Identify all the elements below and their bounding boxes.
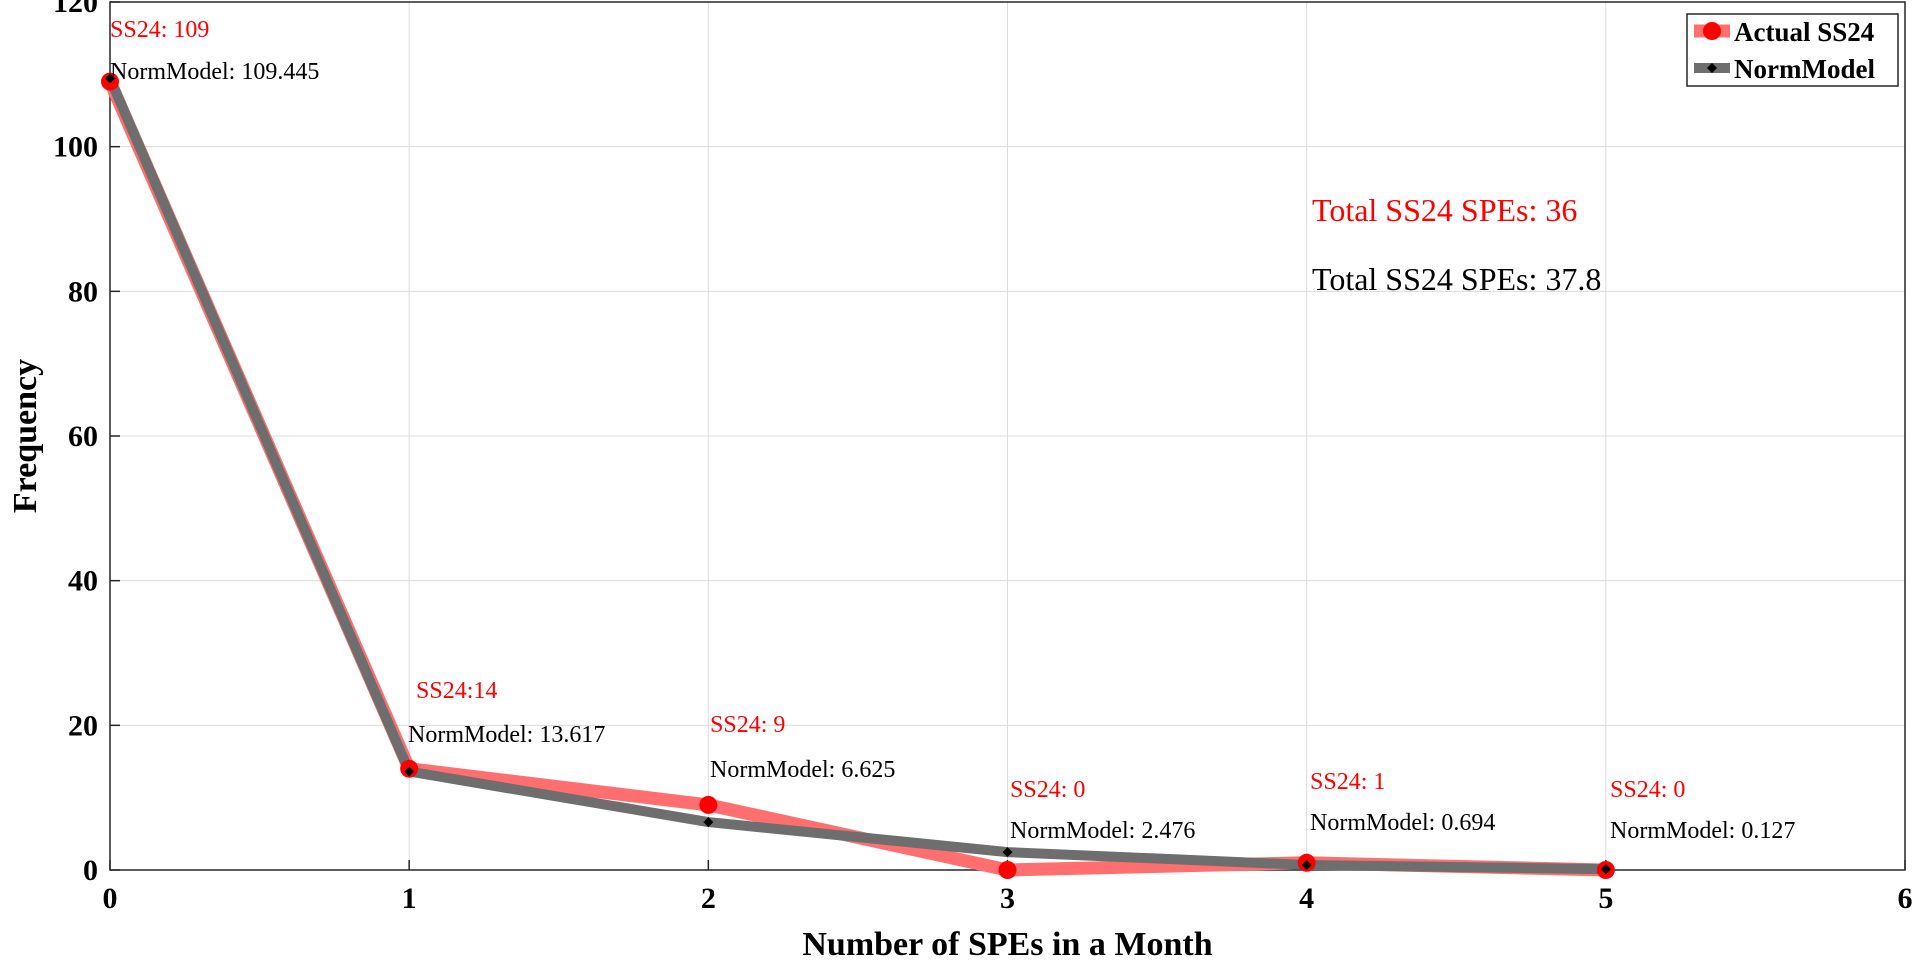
y-tick-label: 20 (68, 709, 98, 742)
y-axis-title: Frequency (7, 359, 44, 513)
data-label-actual: SS24: 9 (710, 712, 785, 738)
y-tick-label: 40 (68, 565, 98, 598)
series-line-model (105, 73, 1611, 875)
data-label-actual: SS24: 109 (110, 17, 209, 43)
data-label-model: NormModel: 2.476 (1010, 818, 1195, 844)
x-tick-label: 1 (402, 882, 417, 915)
data-label-actual: SS24:14 (416, 678, 497, 704)
x-tick-label: 0 (103, 882, 118, 915)
x-tick-label: 6 (1898, 882, 1913, 915)
series-layer (101, 72, 1615, 879)
y-tick-label: 120 (53, 0, 98, 19)
legend-label-actual: Actual SS24 (1734, 17, 1874, 47)
data-point-model (105, 73, 115, 84)
data-point-model (1002, 847, 1013, 858)
y-tick-label: 0 (83, 854, 98, 887)
data-label-actual: SS24: 0 (1010, 777, 1085, 803)
data-point-model (703, 817, 714, 828)
data-point-actual (699, 795, 718, 814)
data-label-model: NormModel: 0.127 (1610, 818, 1795, 844)
x-axis-title: Number of SPEs in a Month (802, 926, 1212, 963)
grid-lines (109, 1, 1906, 871)
total-actual-label: Total SS24 SPEs: 36 (1312, 192, 1577, 228)
annotations: SS24: 109 SS24:14 SS24: 9 SS24: 0 SS24: 1 SS2… (110, 17, 1795, 844)
legend-marker-model (1707, 63, 1717, 73)
data-label-actual: SS24: 1 (1310, 769, 1385, 795)
legend-label-model: NormModel (1734, 54, 1875, 84)
x-tick-label: 3 (1000, 882, 1015, 915)
x-tick-label: 5 (1598, 882, 1613, 915)
x-tick-label: 2 (701, 882, 716, 915)
total-model-label: Total SS24 SPEs: 37.8 (1312, 261, 1601, 297)
data-point-model (404, 766, 415, 777)
legend-marker-actual (1703, 22, 1721, 40)
y-axis: 0 20 40 60 80 100 120 (53, 0, 120, 887)
legend: Actual SS24 NormModel (1686, 13, 1899, 87)
x-axis: 0 1 2 3 4 5 6 (103, 860, 1913, 915)
data-label-actual: SS24: 0 (1610, 777, 1685, 803)
y-tick-label: 60 (68, 420, 98, 453)
data-label-model: NormModel: 13.617 (408, 722, 605, 748)
data-point-model (1301, 859, 1312, 870)
data-label-model: NormModel: 109.445 (110, 59, 319, 85)
x-tick-label: 4 (1299, 882, 1314, 915)
data-label-model: NormModel: 6.625 (710, 757, 895, 783)
data-label-model: NormModel: 0.694 (1310, 810, 1495, 836)
y-tick-label: 80 (68, 275, 98, 308)
data-point-model (1600, 864, 1611, 875)
y-tick-label: 100 (53, 131, 98, 164)
data-point-actual (998, 861, 1017, 879)
